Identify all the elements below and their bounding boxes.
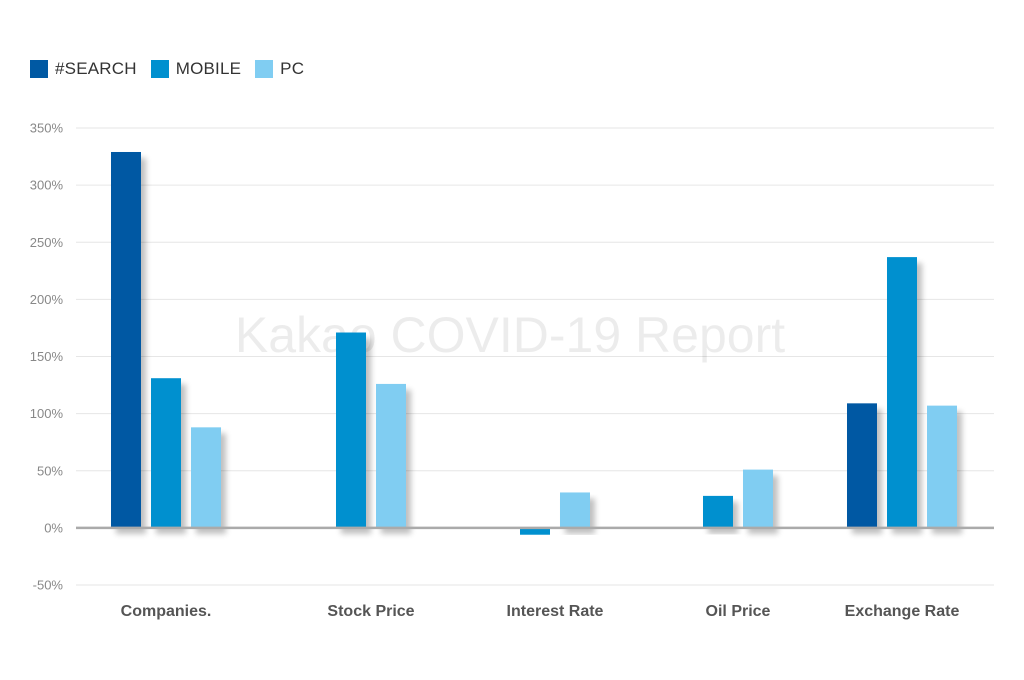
y-axis-ticks: 350% 300% 250% 200% 150% 100% 50% 0% -50% bbox=[30, 121, 64, 593]
bar-mobile-3 bbox=[520, 527, 550, 535]
x-category-label: Interest Rate bbox=[507, 603, 604, 620]
y-tick-label: 50% bbox=[37, 463, 63, 478]
x-axis-categories: Companies. Stock Price Interest Rate Oil Pr… bbox=[121, 603, 960, 620]
y-tick-label: 350% bbox=[30, 121, 64, 136]
legend-swatch-mobile bbox=[150, 60, 169, 78]
legend-item-pc: PC bbox=[255, 59, 304, 79]
bar-pc-1 bbox=[191, 427, 221, 528]
legend-label-mobile: MOBILE bbox=[175, 59, 242, 78]
chart-watermark: Kakao COVID-19 Report bbox=[235, 307, 785, 363]
y-tick-label: 0% bbox=[44, 520, 63, 535]
x-category-label: Oil Price bbox=[706, 603, 771, 620]
legend-label-search: #SEARCH bbox=[55, 59, 137, 78]
y-tick-label: -50% bbox=[33, 578, 64, 593]
legend-item-search: #SEARCH bbox=[30, 59, 137, 79]
x-category-label: Stock Price bbox=[327, 603, 414, 620]
legend-swatch-search bbox=[30, 60, 48, 78]
y-tick-label: 250% bbox=[30, 235, 64, 250]
y-tick-label: 300% bbox=[30, 178, 64, 193]
bar-mobile-5 bbox=[887, 257, 917, 528]
legend-label-pc: PC bbox=[280, 59, 305, 78]
y-tick-label: 200% bbox=[30, 292, 64, 307]
legend-item-mobile: MOBILE bbox=[150, 59, 242, 79]
bar-mobile-1 bbox=[151, 378, 181, 528]
y-tick-label: 150% bbox=[30, 349, 64, 364]
bars bbox=[111, 151, 957, 535]
legend-swatch-pc bbox=[255, 60, 274, 78]
x-category-label: Exchange Rate bbox=[845, 603, 960, 620]
bar-mobile-4 bbox=[703, 495, 733, 528]
bar-pc-2 bbox=[376, 383, 406, 528]
chart-legend: #SEARCH MOBILE PC bbox=[30, 58, 318, 80]
x-category-label: Companies. bbox=[121, 603, 212, 620]
bar-mobile-2 bbox=[336, 332, 366, 528]
bar-pc-4 bbox=[743, 469, 773, 528]
y-tick-label: 100% bbox=[30, 406, 64, 421]
bar-pc-3 bbox=[560, 492, 590, 528]
bar-pc-5 bbox=[927, 405, 957, 528]
bar-search-5 bbox=[847, 403, 877, 528]
bar-search-1 bbox=[111, 151, 141, 528]
